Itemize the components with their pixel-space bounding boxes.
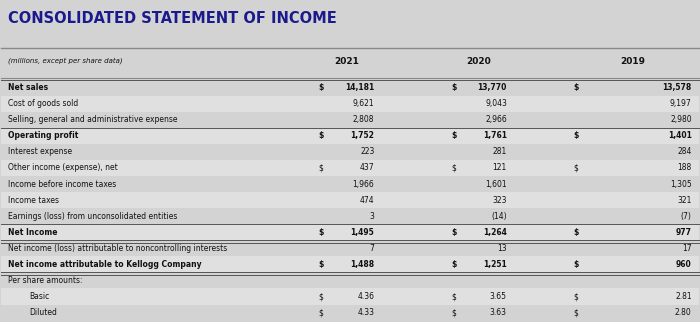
- Text: 3.65: 3.65: [490, 292, 507, 301]
- Text: Diluted: Diluted: [29, 308, 57, 317]
- Bar: [1, 305, 699, 321]
- Text: 17: 17: [682, 244, 692, 253]
- Text: $: $: [573, 83, 578, 92]
- Text: CONSOLIDATED STATEMENT OF INCOME: CONSOLIDATED STATEMENT OF INCOME: [8, 11, 337, 26]
- Text: 1,966: 1,966: [353, 180, 375, 189]
- Text: $: $: [573, 164, 578, 173]
- Text: $: $: [451, 83, 456, 92]
- Text: $: $: [451, 260, 456, 269]
- Text: 960: 960: [676, 260, 692, 269]
- Text: Net income attributable to Kellogg Company: Net income attributable to Kellogg Compa…: [8, 260, 202, 269]
- Text: $: $: [318, 228, 324, 237]
- Text: (14): (14): [491, 212, 507, 221]
- Text: Selling, general and administrative expense: Selling, general and administrative expe…: [8, 115, 178, 124]
- Text: $: $: [451, 228, 456, 237]
- Text: 4.36: 4.36: [358, 292, 374, 301]
- Text: Basic: Basic: [29, 292, 50, 301]
- Bar: [1, 289, 699, 305]
- Text: 7: 7: [370, 244, 374, 253]
- Text: Per share amounts:: Per share amounts:: [8, 276, 83, 285]
- Text: $: $: [573, 228, 578, 237]
- Bar: [1, 112, 699, 128]
- Text: 1,305: 1,305: [670, 180, 692, 189]
- Text: 2020: 2020: [467, 57, 491, 66]
- Text: 13,578: 13,578: [662, 83, 692, 92]
- Text: 321: 321: [678, 195, 692, 204]
- Text: $: $: [573, 260, 578, 269]
- Text: $: $: [451, 308, 456, 317]
- Text: 281: 281: [493, 147, 507, 156]
- Text: Net sales: Net sales: [8, 83, 48, 92]
- Text: Other income (expense), net: Other income (expense), net: [8, 164, 118, 173]
- Text: Operating profit: Operating profit: [8, 131, 78, 140]
- Text: 2.81: 2.81: [675, 292, 692, 301]
- Text: 3: 3: [370, 212, 374, 221]
- Bar: [1, 224, 699, 240]
- Text: 474: 474: [360, 195, 374, 204]
- Text: 284: 284: [678, 147, 692, 156]
- Text: $: $: [451, 292, 456, 301]
- Text: 2,980: 2,980: [670, 115, 692, 124]
- Text: 9,043: 9,043: [485, 99, 507, 108]
- Text: $: $: [451, 164, 456, 173]
- Bar: [1, 272, 699, 289]
- Text: $: $: [318, 83, 324, 92]
- Bar: [1, 240, 699, 256]
- Text: 977: 977: [676, 228, 692, 237]
- Text: 323: 323: [492, 195, 507, 204]
- Bar: [1, 96, 699, 112]
- Text: 13,770: 13,770: [477, 83, 507, 92]
- Text: 9,197: 9,197: [670, 99, 692, 108]
- Text: Interest expense: Interest expense: [8, 147, 73, 156]
- Text: $: $: [318, 292, 323, 301]
- Text: Net Income: Net Income: [8, 228, 58, 237]
- Text: $: $: [318, 260, 324, 269]
- Text: $: $: [318, 131, 324, 140]
- Bar: [1, 128, 699, 144]
- Text: 1,495: 1,495: [351, 228, 374, 237]
- Text: Cost of goods sold: Cost of goods sold: [8, 99, 78, 108]
- Text: 1,761: 1,761: [483, 131, 507, 140]
- Text: 1,601: 1,601: [485, 180, 507, 189]
- Text: 188: 188: [678, 164, 692, 173]
- Bar: [1, 144, 699, 160]
- Text: 1,488: 1,488: [350, 260, 374, 269]
- Bar: [1, 208, 699, 224]
- Text: 223: 223: [360, 147, 374, 156]
- Text: 2.80: 2.80: [675, 308, 692, 317]
- Text: 3.63: 3.63: [490, 308, 507, 317]
- Text: 1,251: 1,251: [483, 260, 507, 269]
- Text: Earnings (loss) from unconsolidated entities: Earnings (loss) from unconsolidated enti…: [8, 212, 178, 221]
- Text: 2,966: 2,966: [485, 115, 507, 124]
- Text: $: $: [451, 131, 456, 140]
- Text: Net income (loss) attributable to noncontrolling interests: Net income (loss) attributable to noncon…: [8, 244, 228, 253]
- Text: (millions, except per share data): (millions, except per share data): [8, 57, 123, 64]
- Text: 4.33: 4.33: [358, 308, 374, 317]
- Text: (7): (7): [681, 212, 692, 221]
- Text: 1,752: 1,752: [351, 131, 374, 140]
- Text: 2019: 2019: [620, 57, 645, 66]
- Bar: [1, 256, 699, 272]
- Text: $: $: [573, 131, 578, 140]
- Text: $: $: [318, 308, 323, 317]
- Text: $: $: [318, 164, 323, 173]
- Text: 14,181: 14,181: [345, 83, 375, 92]
- Text: 1,401: 1,401: [668, 131, 692, 140]
- Bar: [1, 192, 699, 208]
- Bar: [1, 160, 699, 176]
- Text: 9,621: 9,621: [353, 99, 375, 108]
- Text: $: $: [573, 292, 578, 301]
- Text: $: $: [573, 308, 578, 317]
- Text: 121: 121: [493, 164, 507, 173]
- Bar: [1, 80, 699, 96]
- Text: 13: 13: [497, 244, 507, 253]
- Text: 437: 437: [360, 164, 374, 173]
- Bar: [1, 176, 699, 192]
- Text: Income taxes: Income taxes: [8, 195, 60, 204]
- Text: Income before income taxes: Income before income taxes: [8, 180, 117, 189]
- Text: 1,264: 1,264: [483, 228, 507, 237]
- Text: 2,808: 2,808: [353, 115, 375, 124]
- Text: 2021: 2021: [334, 57, 359, 66]
